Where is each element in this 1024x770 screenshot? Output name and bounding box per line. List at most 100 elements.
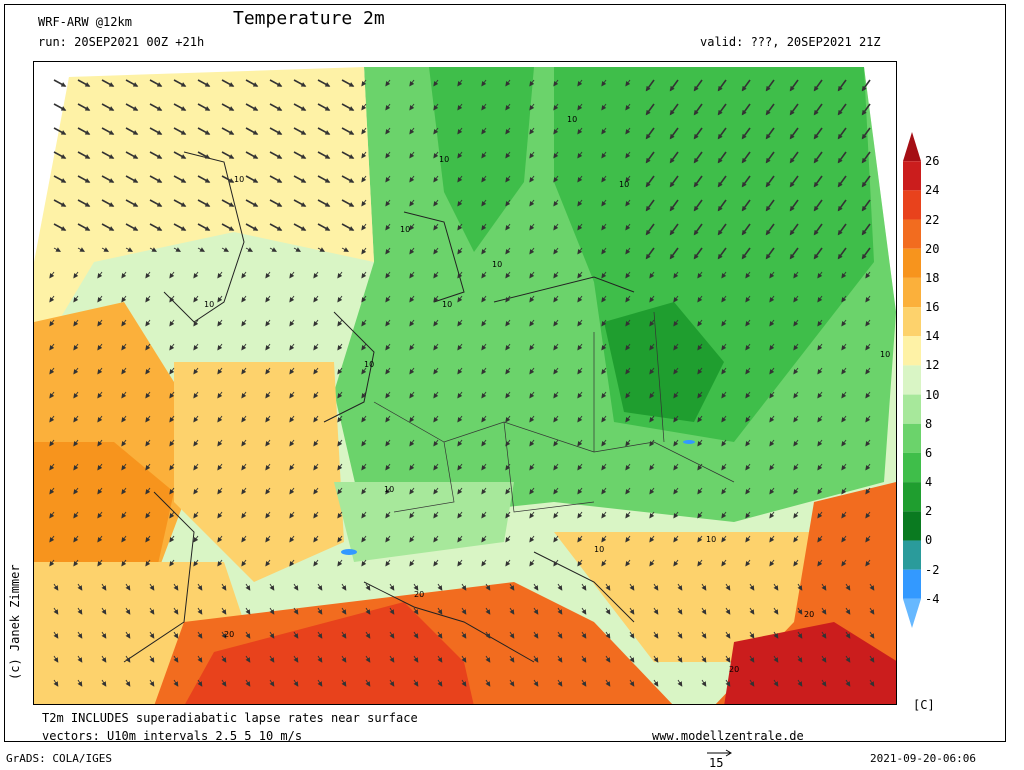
wind-arrow [457,79,463,87]
wind-arrow [601,271,607,279]
wind-arrow [313,487,319,495]
wind-arrow [793,319,799,327]
wind-arrow [169,439,175,447]
colorbar-level-label: 12 [925,358,940,373]
wind-arrow [861,127,871,140]
wind-arrow [625,319,631,327]
wind-arrow [221,655,227,663]
wind-arrow [461,607,467,615]
wind-arrow [625,463,631,471]
wind-arrow [481,415,487,423]
contour-label: 10 [619,180,629,189]
wind-arrow [385,271,391,279]
wind-arrow [485,631,491,639]
wind-arrow [457,295,463,303]
wind-arrow [289,367,295,375]
colorbar-level-label: 2 [925,504,933,519]
colorbar-segment [903,540,921,570]
wind-arrow [337,439,343,447]
wind-arrow [121,319,127,327]
wind-arrow [341,151,355,159]
wind-arrow [97,439,103,447]
wind-arrow [361,223,367,231]
wind-arrow [241,559,247,567]
wind-arrow [169,535,175,543]
wind-arrow [437,655,443,663]
wind-vectors [49,79,875,687]
wind-arrow [145,391,151,399]
wind-arrow [245,247,254,252]
wind-arrow [601,295,607,303]
wind-arrow [341,199,355,207]
colorbar-level-label: 8 [925,416,933,431]
wind-arrow [433,319,439,327]
wind-arrow [245,583,251,591]
wind-arrow [361,559,367,567]
wind-arrow [557,631,563,639]
wind-arrow [73,487,79,495]
wind-arrow [701,631,707,639]
valid-label: valid: ???, 20SEP2021 21Z [700,35,881,49]
wind-arrow [717,103,727,116]
wind-arrow [361,511,367,519]
colorbar-level-label: 24 [925,183,940,198]
wind-arrow [293,175,307,183]
wind-arrow [505,223,511,231]
contour-label: 10 [364,360,374,369]
wind-arrow [49,463,55,471]
wind-arrow [433,439,439,447]
wind-arrow [481,151,487,159]
wind-arrow [101,127,115,135]
wind-arrow [721,367,727,375]
wind-arrow [861,223,871,236]
wind-arrow [789,175,799,188]
wind-arrow [457,343,463,351]
credit-label: (c) Janek Zimmer [8,564,22,680]
wind-arrow [361,343,367,351]
wind-arrow [385,103,391,111]
wind-arrow [145,343,151,351]
wind-arrow [505,319,511,327]
wind-arrow [577,535,583,543]
wind-arrow [745,271,751,279]
wind-arrow [601,535,607,543]
wind-arrow [317,631,323,639]
wind-arrow [245,679,251,687]
wind-arrow [289,463,295,471]
wind-arrow [221,583,227,591]
grads-label: GrADS: COLA/IGES [6,752,112,765]
wind-arrow [697,487,703,495]
wind-arrow [97,367,103,375]
wind-arrow [749,679,755,687]
lake-geneva [341,549,357,555]
wind-arrow [361,199,367,207]
wind-arrow [293,151,307,159]
wind-arrow [101,199,115,207]
wind-arrow [865,535,871,543]
wind-arrow [837,127,847,140]
wind-arrow [125,655,131,663]
wind-arrow [409,151,415,159]
wind-arrow [605,631,611,639]
wind-arrow [813,199,823,212]
wind-arrow [533,655,539,663]
wind-arrow [433,271,439,279]
wind-arrow [837,223,847,236]
wind-arrow [813,103,823,116]
wind-arrow [821,607,827,615]
wind-arrow [793,391,799,399]
wind-arrow [337,463,343,471]
wind-arrow [217,463,223,471]
wind-arrow [553,247,559,255]
wind-arrow [745,295,751,303]
wind-arrow [841,463,847,471]
wind-arrow [361,175,367,183]
wind-arrow [673,439,679,447]
wind-arrow [409,79,415,87]
wind-arrow [433,127,439,135]
wind-arrow [601,223,607,231]
wind-arrow [197,607,203,615]
wind-arrow [645,247,655,260]
wind-arrow [173,583,179,591]
wind-arrow [289,415,295,423]
